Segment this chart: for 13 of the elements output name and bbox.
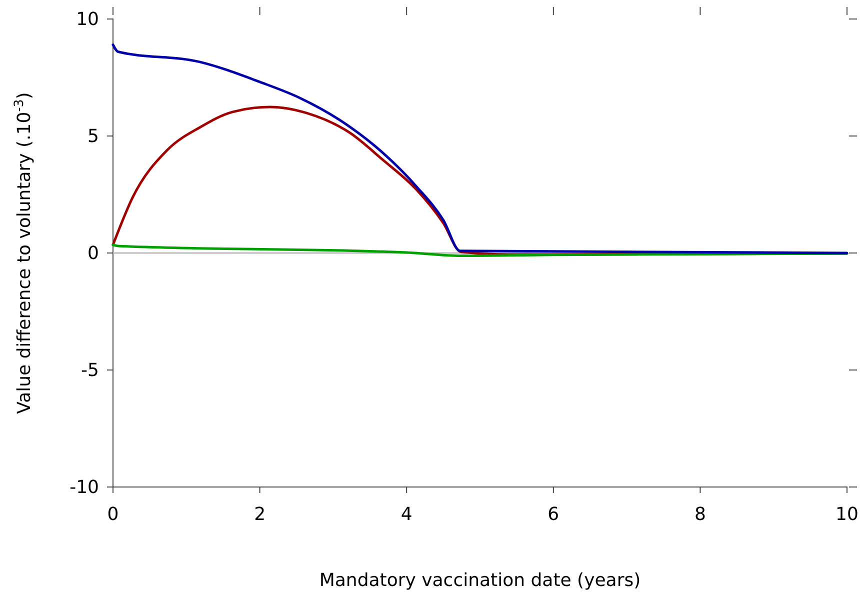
- line-series: [112, 43, 848, 254]
- y-tick-label: -10: [70, 476, 99, 498]
- x-tick-label: 8: [694, 504, 706, 525]
- x-tick-label: 2: [254, 504, 266, 525]
- y-tick-label: 10: [76, 8, 99, 30]
- y-tick-label: -5: [81, 360, 99, 381]
- x-axis-title: Mandatory vaccination date (years): [319, 570, 641, 591]
- x-tick-label: 10: [836, 504, 858, 525]
- x-tick-label: 4: [400, 504, 412, 525]
- y-tick-label: 5: [88, 126, 99, 147]
- y-tick-label: 0: [88, 242, 99, 264]
- x-tick-label: 6: [548, 504, 560, 525]
- x-tick-label: 0: [107, 504, 119, 525]
